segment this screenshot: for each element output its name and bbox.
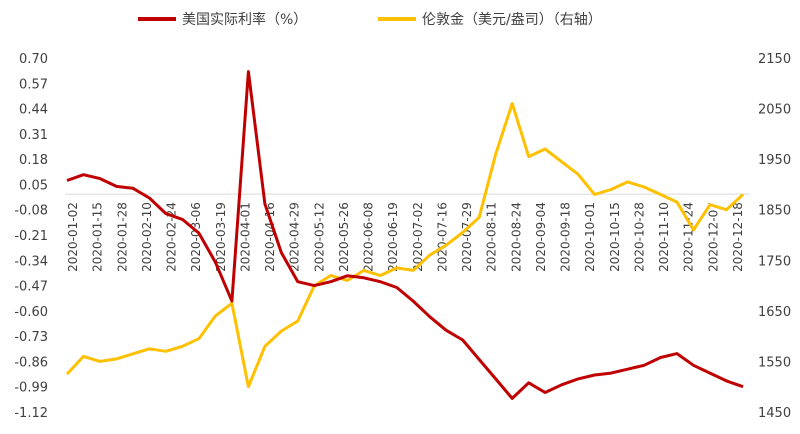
x-tick-label: 2020-12-07 <box>706 202 720 272</box>
series-line-gold <box>65 102 745 389</box>
x-tick-label: 2020-10-01 <box>583 202 597 272</box>
left-tick-label: -0.34 <box>14 254 48 269</box>
right-tick-label: 1450 <box>758 406 791 421</box>
series-line-real-rate <box>66 70 744 400</box>
x-tick-label: 2020-03-06 <box>189 202 203 272</box>
left-tick-label: -0.73 <box>14 330 48 345</box>
left-tick-label: -0.99 <box>14 381 48 396</box>
x-tick-label: 2020-03-19 <box>214 202 228 272</box>
right-tick-label: 2050 <box>758 103 791 118</box>
right-tick-label: 1850 <box>758 204 791 219</box>
x-axis-ticks: 2020-01-02 2020-01-15 2020-01-28 2020-02-10… <box>66 202 745 272</box>
x-tick-label: 2020-05-12 <box>312 202 326 272</box>
x-tick-label: 2020-12-18 <box>731 202 745 272</box>
x-tick-label: 2020-08-24 <box>509 202 523 272</box>
x-tick-label: 2020-11-24 <box>682 202 696 272</box>
left-tick-label: -0.21 <box>14 229 48 244</box>
right-tick-label: 1950 <box>758 153 791 168</box>
x-tick-label: 2020-08-11 <box>485 202 499 272</box>
x-tick-label: 2020-07-02 <box>411 202 425 272</box>
left-tick-label: -1.12 <box>14 406 48 421</box>
x-tick-label: 2020-09-04 <box>534 202 548 272</box>
x-tick-label: 2020-07-16 <box>435 202 449 272</box>
x-tick-label: 2020-02-10 <box>140 202 154 272</box>
legend-label-gold: 伦敦金（美元/盎司）（右轴） <box>422 12 602 28</box>
left-tick-label: 0.57 <box>19 77 48 92</box>
x-tick-label: 2020-07-29 <box>460 202 474 272</box>
x-tick-label: 2020-04-29 <box>288 202 302 272</box>
left-tick-label: -0.60 <box>14 305 48 320</box>
left-tick-label: -0.86 <box>14 355 48 370</box>
right-tick-label: 2150 <box>758 52 791 67</box>
right-tick-label: 1550 <box>758 355 791 370</box>
right-tick-label: 1650 <box>758 305 791 320</box>
right-tick-label: 1750 <box>758 254 791 269</box>
x-tick-label: 2020-01-15 <box>91 202 105 272</box>
left-tick-label: 0.05 <box>19 178 48 193</box>
x-tick-label: 2020-11-10 <box>657 202 671 272</box>
left-axis-ticks: 0.70 0.57 0.44 0.31 0.18 0.05 -0.08 -0.21 -0.34 -… <box>14 52 48 421</box>
legend-label-real-rate: 美国实际利率（%） <box>182 11 307 28</box>
x-tick-label: 2020-01-02 <box>66 202 80 272</box>
left-tick-label: 0.70 <box>19 52 48 67</box>
x-tick-label: 2020-10-15 <box>608 202 622 272</box>
x-tick-label: 2020-01-28 <box>115 202 129 272</box>
left-tick-label: 0.44 <box>19 103 48 118</box>
x-tick-label: 2020-06-19 <box>386 202 400 272</box>
x-tick-label: 2020-06-08 <box>362 202 376 272</box>
left-tick-label: 0.31 <box>19 128 48 143</box>
x-tick-label: 2020-09-18 <box>559 202 573 272</box>
left-tick-label: -0.47 <box>14 280 48 295</box>
legend: 美国实际利率（%） 伦敦金（美元/盎司）（右轴） <box>138 11 602 28</box>
x-tick-label: 2020-04-01 <box>238 202 252 272</box>
left-tick-label: -0.08 <box>14 204 48 219</box>
x-tick-label: 2020-10-28 <box>632 202 646 272</box>
x-tick-label: 2020-04-16 <box>263 202 277 272</box>
x-tick-label: 2020-05-26 <box>337 202 351 272</box>
right-axis-ticks: 2150 2050 1950 1850 1750 1650 1550 1450 <box>758 52 791 421</box>
left-tick-label: 0.18 <box>19 153 48 168</box>
x-tick-label: 2020-02-24 <box>165 202 179 272</box>
